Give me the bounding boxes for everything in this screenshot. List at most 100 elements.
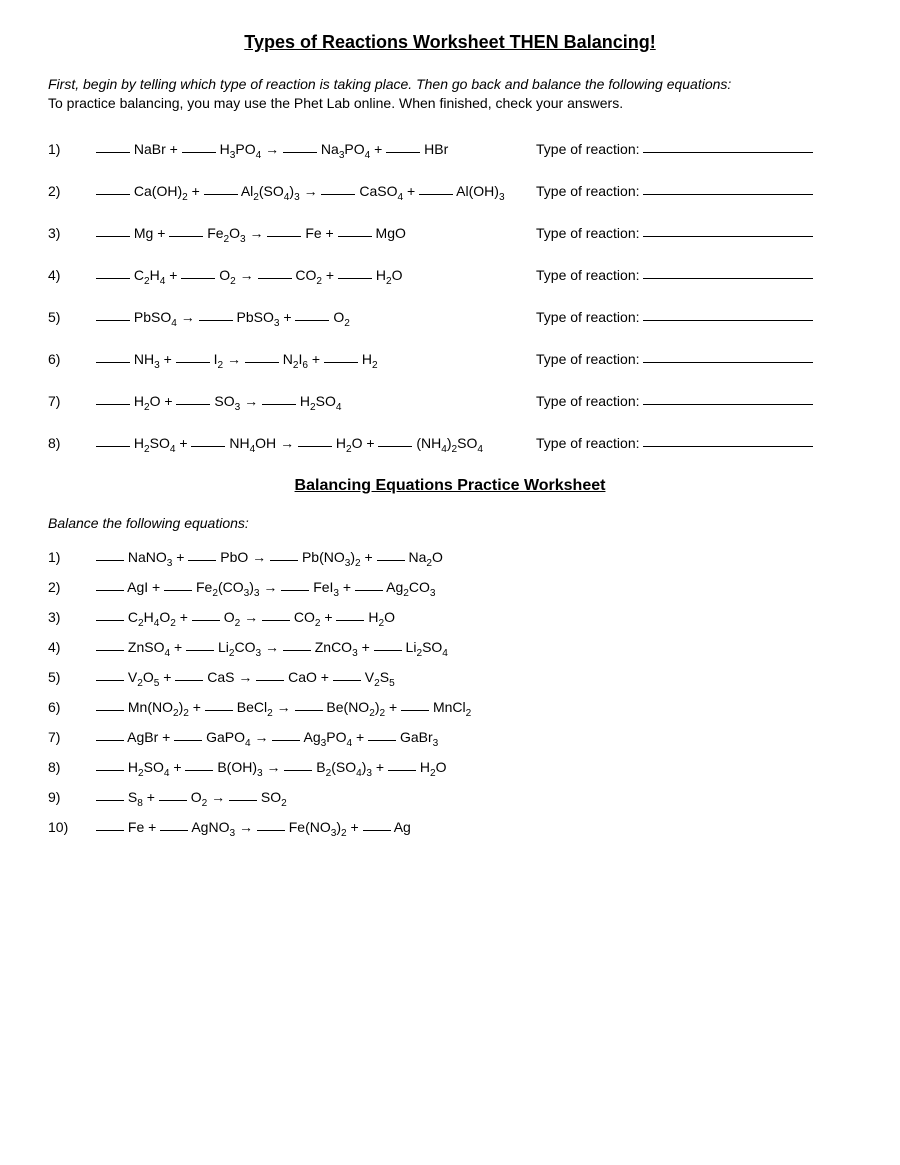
chemical-formula: O2 bbox=[224, 609, 241, 625]
coefficient-blank[interactable] bbox=[96, 152, 130, 153]
arrow-icon: → bbox=[244, 609, 258, 625]
coefficient-blank[interactable] bbox=[256, 680, 284, 681]
coefficient-blank[interactable] bbox=[321, 194, 355, 195]
chemical-formula: Ag3PO4 bbox=[304, 729, 353, 745]
coefficient-blank[interactable] bbox=[96, 620, 124, 621]
coefficient-blank[interactable] bbox=[283, 650, 311, 651]
coefficient-blank[interactable] bbox=[96, 710, 124, 711]
coefficient-blank[interactable] bbox=[281, 590, 309, 591]
row-number: 7) bbox=[48, 729, 96, 745]
coefficient-blank[interactable] bbox=[96, 830, 124, 831]
coefficient-blank[interactable] bbox=[377, 560, 405, 561]
coefficient-blank[interactable] bbox=[199, 320, 233, 321]
coefficient-blank[interactable] bbox=[363, 830, 391, 831]
coefficient-blank[interactable] bbox=[272, 740, 300, 741]
coefficient-blank[interactable] bbox=[96, 650, 124, 651]
coefficient-blank[interactable] bbox=[96, 404, 130, 405]
coefficient-blank[interactable] bbox=[355, 590, 383, 591]
coefficient-blank[interactable] bbox=[388, 770, 416, 771]
type-of-reaction: Type of reaction: bbox=[536, 225, 852, 241]
row-number: 3) bbox=[48, 609, 96, 625]
coefficient-blank[interactable] bbox=[191, 446, 225, 447]
coefficient-blank[interactable] bbox=[181, 278, 215, 279]
chemical-formula: Ag bbox=[394, 819, 411, 835]
coefficient-blank[interactable] bbox=[338, 278, 372, 279]
coefficient-blank[interactable] bbox=[96, 770, 124, 771]
coefficient-blank[interactable] bbox=[295, 320, 329, 321]
equation-row: 2) Ca(OH)2 + Al2(SO4)3 → CaSO4 + Al(OH)3… bbox=[48, 183, 852, 199]
reaction-type-blank[interactable] bbox=[643, 362, 813, 363]
chemical-formula: O2 bbox=[333, 309, 350, 325]
chemical-formula: H2SO4 bbox=[128, 759, 170, 775]
coefficient-blank[interactable] bbox=[336, 620, 364, 621]
coefficient-blank[interactable] bbox=[186, 650, 214, 651]
instructions: First, begin by telling which type of re… bbox=[48, 75, 852, 113]
coefficient-blank[interactable] bbox=[175, 680, 203, 681]
coefficient-blank[interactable] bbox=[298, 446, 332, 447]
coefficient-blank[interactable] bbox=[204, 194, 238, 195]
row-number: 6) bbox=[48, 699, 96, 715]
chemical-formula: Li2SO4 bbox=[406, 639, 448, 655]
coefficient-blank[interactable] bbox=[96, 278, 130, 279]
equation: Mn(NO2)2 + BeCl2 → Be(NO2)2 + MnCl2 bbox=[96, 699, 852, 715]
coefficient-blank[interactable] bbox=[96, 362, 130, 363]
coefficient-blank[interactable] bbox=[245, 362, 279, 363]
coefficient-blank[interactable] bbox=[96, 740, 124, 741]
reaction-type-blank[interactable] bbox=[643, 236, 813, 237]
reaction-type-blank[interactable] bbox=[643, 446, 813, 447]
coefficient-blank[interactable] bbox=[324, 362, 358, 363]
coefficient-blank[interactable] bbox=[96, 560, 124, 561]
chemical-formula: Al2(SO4)3 bbox=[241, 183, 300, 199]
reaction-type-blank[interactable] bbox=[643, 404, 813, 405]
coefficient-blank[interactable] bbox=[378, 446, 412, 447]
equation: Ca(OH)2 + Al2(SO4)3 → CaSO4 + Al(OH)3 bbox=[96, 183, 536, 199]
coefficient-blank[interactable] bbox=[262, 404, 296, 405]
reaction-type-blank[interactable] bbox=[643, 320, 813, 321]
coefficient-blank[interactable] bbox=[333, 680, 361, 681]
row-number: 5) bbox=[48, 309, 96, 325]
coefficient-blank[interactable] bbox=[96, 194, 130, 195]
coefficient-blank[interactable] bbox=[368, 740, 396, 741]
coefficient-blank[interactable] bbox=[295, 710, 323, 711]
coefficient-blank[interactable] bbox=[284, 770, 312, 771]
coefficient-blank[interactable] bbox=[174, 740, 202, 741]
coefficient-blank[interactable] bbox=[176, 404, 210, 405]
coefficient-blank[interactable] bbox=[192, 620, 220, 621]
coefficient-blank[interactable] bbox=[96, 590, 124, 591]
coefficient-blank[interactable] bbox=[283, 152, 317, 153]
coefficient-blank[interactable] bbox=[96, 320, 130, 321]
coefficient-blank[interactable] bbox=[205, 710, 233, 711]
reaction-type-blank[interactable] bbox=[643, 194, 813, 195]
row-number: 2) bbox=[48, 579, 96, 595]
coefficient-blank[interactable] bbox=[374, 650, 402, 651]
coefficient-blank[interactable] bbox=[96, 446, 130, 447]
coefficient-blank[interactable] bbox=[96, 680, 124, 681]
coefficient-blank[interactable] bbox=[169, 236, 203, 237]
coefficient-blank[interactable] bbox=[176, 362, 210, 363]
coefficient-blank[interactable] bbox=[267, 236, 301, 237]
coefficient-blank[interactable] bbox=[419, 194, 453, 195]
chemical-formula: H2O bbox=[420, 759, 447, 775]
reaction-type-blank[interactable] bbox=[643, 152, 813, 153]
coefficient-blank[interactable] bbox=[338, 236, 372, 237]
coefficient-blank[interactable] bbox=[96, 236, 130, 237]
coefficient-blank[interactable] bbox=[96, 800, 124, 801]
coefficient-blank[interactable] bbox=[270, 560, 298, 561]
chemical-formula: CaS bbox=[207, 669, 234, 685]
equation-row: 7) H2O + SO3 → H2SO4Type of reaction: bbox=[48, 393, 852, 409]
coefficient-blank[interactable] bbox=[386, 152, 420, 153]
coefficient-blank[interactable] bbox=[258, 278, 292, 279]
coefficient-blank[interactable] bbox=[257, 830, 285, 831]
coefficient-blank[interactable] bbox=[164, 590, 192, 591]
chemical-formula: GaBr3 bbox=[400, 729, 438, 745]
coefficient-blank[interactable] bbox=[262, 620, 290, 621]
reaction-type-blank[interactable] bbox=[643, 278, 813, 279]
coefficient-blank[interactable] bbox=[182, 152, 216, 153]
coefficient-blank[interactable] bbox=[160, 830, 188, 831]
chemical-formula: GaPO4 bbox=[206, 729, 251, 745]
coefficient-blank[interactable] bbox=[185, 770, 213, 771]
coefficient-blank[interactable] bbox=[401, 710, 429, 711]
coefficient-blank[interactable] bbox=[159, 800, 187, 801]
coefficient-blank[interactable] bbox=[188, 560, 216, 561]
coefficient-blank[interactable] bbox=[229, 800, 257, 801]
